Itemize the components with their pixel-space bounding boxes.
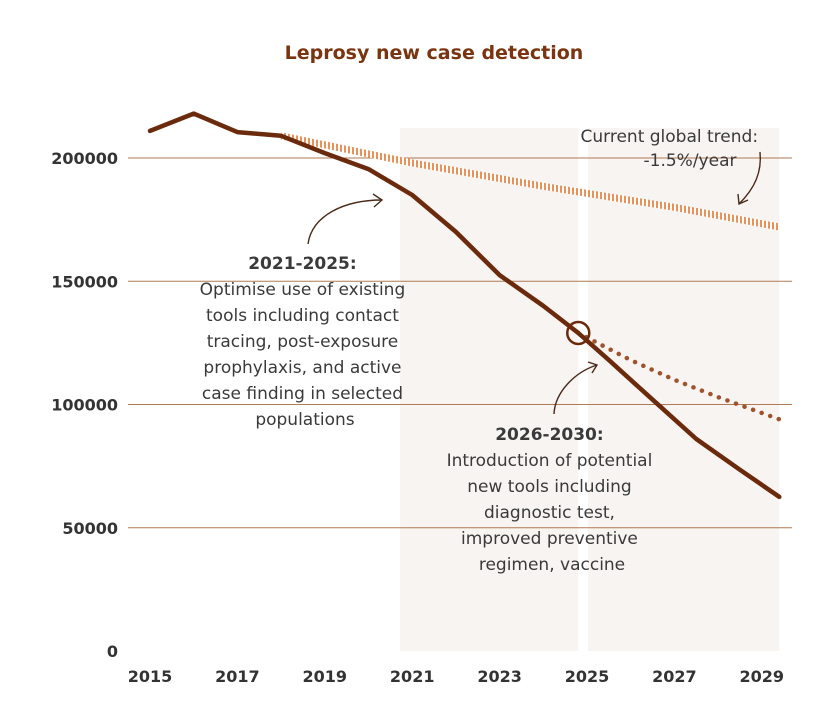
phase1-line: populations	[255, 410, 354, 430]
y-tick-label: 0	[107, 642, 118, 661]
x-axis: 2015 2017 2019 2021 2023 2025 2027 2029	[128, 667, 784, 686]
annotation-arrows	[307, 151, 762, 415]
x-tick-label: 2021	[390, 667, 435, 686]
x-tick-label: 2023	[477, 667, 522, 686]
phase1-line: tools including contact	[206, 306, 399, 326]
series-lines	[147, 111, 782, 500]
trend-annotation-line: Current global trend:	[581, 127, 759, 147]
y-tick-label: 100000	[51, 396, 118, 415]
shaded-band	[400, 128, 579, 651]
phase2-arrow	[553, 364, 598, 415]
phase1-annotation: 2021-2025: Optimise use of existing tool…	[200, 254, 411, 430]
x-tick-label: 2017	[215, 667, 260, 686]
gridlines	[128, 157, 792, 529]
phase1-line: case finding in selected	[202, 384, 403, 404]
phase2-line: regimen, vaccine	[479, 555, 625, 575]
phase1-line: tracing, post-exposure	[207, 332, 398, 352]
projection-line	[147, 111, 782, 500]
x-tick-label: 2029	[740, 667, 785, 686]
trend-line	[280, 132, 780, 231]
phase1-heading: 2021-2025:	[248, 254, 356, 274]
phase2-line: diagnostic test,	[484, 503, 615, 523]
phase1-line: Optimise use of existing	[200, 280, 406, 300]
phase1-line: prophylaxis, and active	[203, 358, 401, 378]
phase2-line: new tools including	[467, 477, 631, 497]
x-tick-label: 2027	[652, 667, 697, 686]
trend-annotation-line: -1.5%/year	[644, 151, 737, 171]
phase2-line: improved preventive	[461, 529, 638, 549]
shaded-band	[588, 128, 780, 651]
shaded-periods	[400, 128, 780, 651]
x-tick-label: 2019	[303, 667, 348, 686]
transition-marker	[566, 320, 591, 346]
x-tick-label: 2025	[565, 667, 610, 686]
y-tick-label: 200000	[51, 149, 118, 168]
trend-arrow-head	[737, 193, 749, 206]
y-axis: 0 50000 100000 150000 200000	[51, 149, 118, 661]
phase1-arrow	[307, 199, 383, 245]
y-tick-label: 50000	[62, 519, 118, 538]
trend-arrow	[738, 151, 762, 205]
trend-annotation: Current global trend: -1.5%/year	[581, 127, 764, 171]
phase2-annotation: 2026-2030: Introduction of potential new…	[447, 425, 658, 575]
phase1-arrow-head	[372, 193, 384, 208]
phase2-line: Introduction of potential	[447, 451, 653, 471]
phase2-arrow-head	[587, 361, 599, 374]
y-tick-label: 150000	[51, 272, 118, 291]
x-tick-label: 2015	[128, 667, 173, 686]
phase2-heading: 2026-2030:	[495, 425, 603, 445]
chart-title: Leprosy new case detection	[285, 42, 584, 64]
